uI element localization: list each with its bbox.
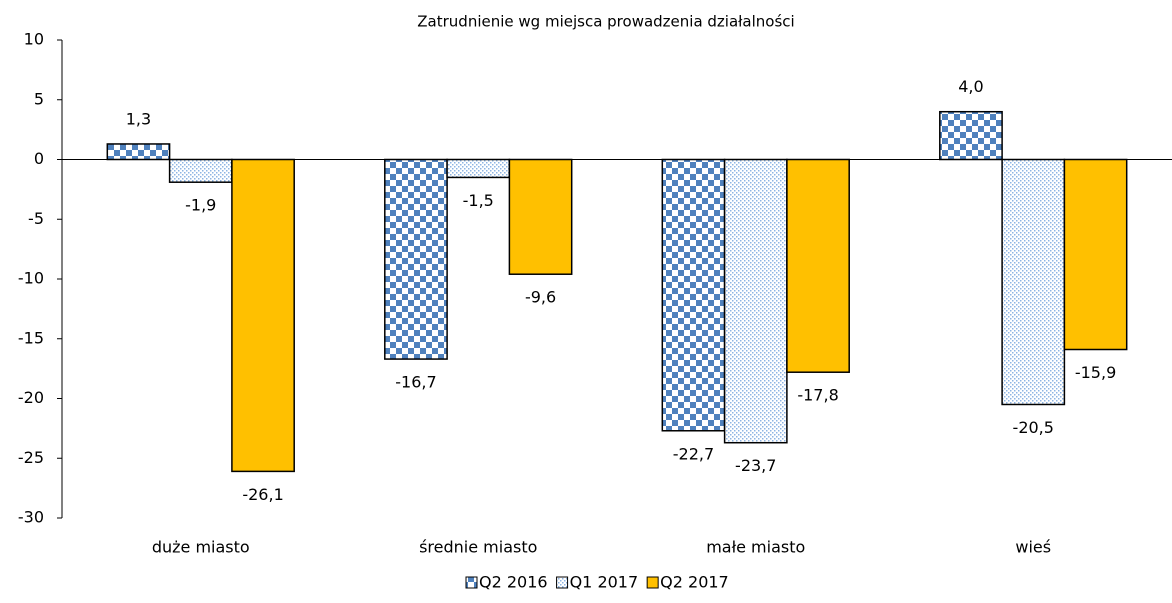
- y-tick-label: -10: [18, 269, 44, 288]
- bar: [508, 158, 573, 275]
- y-tick-label: 5: [34, 89, 44, 108]
- x-tick-label: średnie miasto: [419, 538, 537, 557]
- y-tick-label: -20: [18, 388, 44, 407]
- bar: [168, 158, 233, 183]
- value-label: -17,8: [797, 386, 838, 405]
- y-tick-label: -25: [18, 448, 44, 467]
- y-tick-label: 0: [34, 149, 44, 168]
- bar: [939, 110, 1003, 161]
- bar: [106, 143, 171, 161]
- y-tick-label: 10: [24, 30, 44, 49]
- y-tick-label: -5: [28, 209, 44, 228]
- legend-label: Q2 2016: [479, 573, 548, 592]
- chart-title: Zatrudnienie wg miejsca prowadzenia dzia…: [417, 13, 794, 31]
- value-label: 1,3: [126, 109, 151, 128]
- value-label: -9,6: [525, 288, 556, 307]
- bar: [231, 158, 295, 473]
- value-label: -16,7: [395, 373, 436, 392]
- x-tick-label: wieś: [1015, 538, 1051, 557]
- bar: [446, 158, 511, 179]
- value-label: -20,5: [1013, 418, 1054, 437]
- bar: [723, 158, 788, 444]
- legend-label: Q1 2017: [570, 573, 639, 592]
- legend-swatch: [646, 576, 659, 589]
- x-tick-label: duże miasto: [152, 538, 250, 557]
- value-label: -1,5: [463, 191, 494, 210]
- y-tick-label: -30: [18, 508, 44, 527]
- bar: [1001, 158, 1066, 406]
- legend-label: Q2 2017: [660, 573, 729, 592]
- value-label: -23,7: [735, 456, 776, 475]
- bar: [786, 158, 850, 373]
- y-tick-label: -15: [18, 328, 44, 347]
- value-label: -1,9: [185, 196, 216, 215]
- value-label: 4,0: [958, 77, 983, 96]
- bar: [384, 158, 448, 360]
- value-label: -22,7: [673, 444, 714, 463]
- bar: [661, 158, 726, 432]
- value-label: -15,9: [1075, 363, 1116, 382]
- bar: [1063, 158, 1128, 351]
- legend-swatch: [465, 576, 478, 589]
- legend-swatch: [556, 576, 569, 589]
- x-tick-label: małe miasto: [706, 538, 805, 557]
- value-label: -26,1: [242, 485, 283, 504]
